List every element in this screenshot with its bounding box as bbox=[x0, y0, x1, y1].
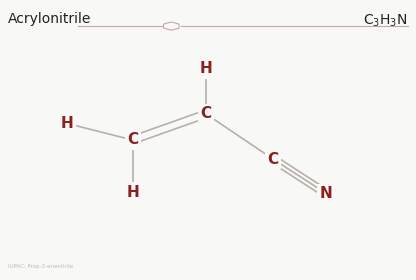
Text: Acrylonitrile: Acrylonitrile bbox=[8, 12, 92, 26]
Text: H: H bbox=[200, 61, 212, 76]
Polygon shape bbox=[163, 22, 179, 30]
Text: C: C bbox=[127, 132, 138, 148]
Text: IUPAC: Prop-2-enenitrile: IUPAC: Prop-2-enenitrile bbox=[8, 264, 73, 269]
Text: N: N bbox=[320, 186, 333, 201]
Text: H: H bbox=[126, 185, 139, 200]
Text: C: C bbox=[201, 106, 211, 122]
Text: $\mathdefault{C_3H_3N}$: $\mathdefault{C_3H_3N}$ bbox=[363, 12, 408, 29]
Text: H: H bbox=[61, 116, 74, 131]
Text: C: C bbox=[267, 152, 279, 167]
